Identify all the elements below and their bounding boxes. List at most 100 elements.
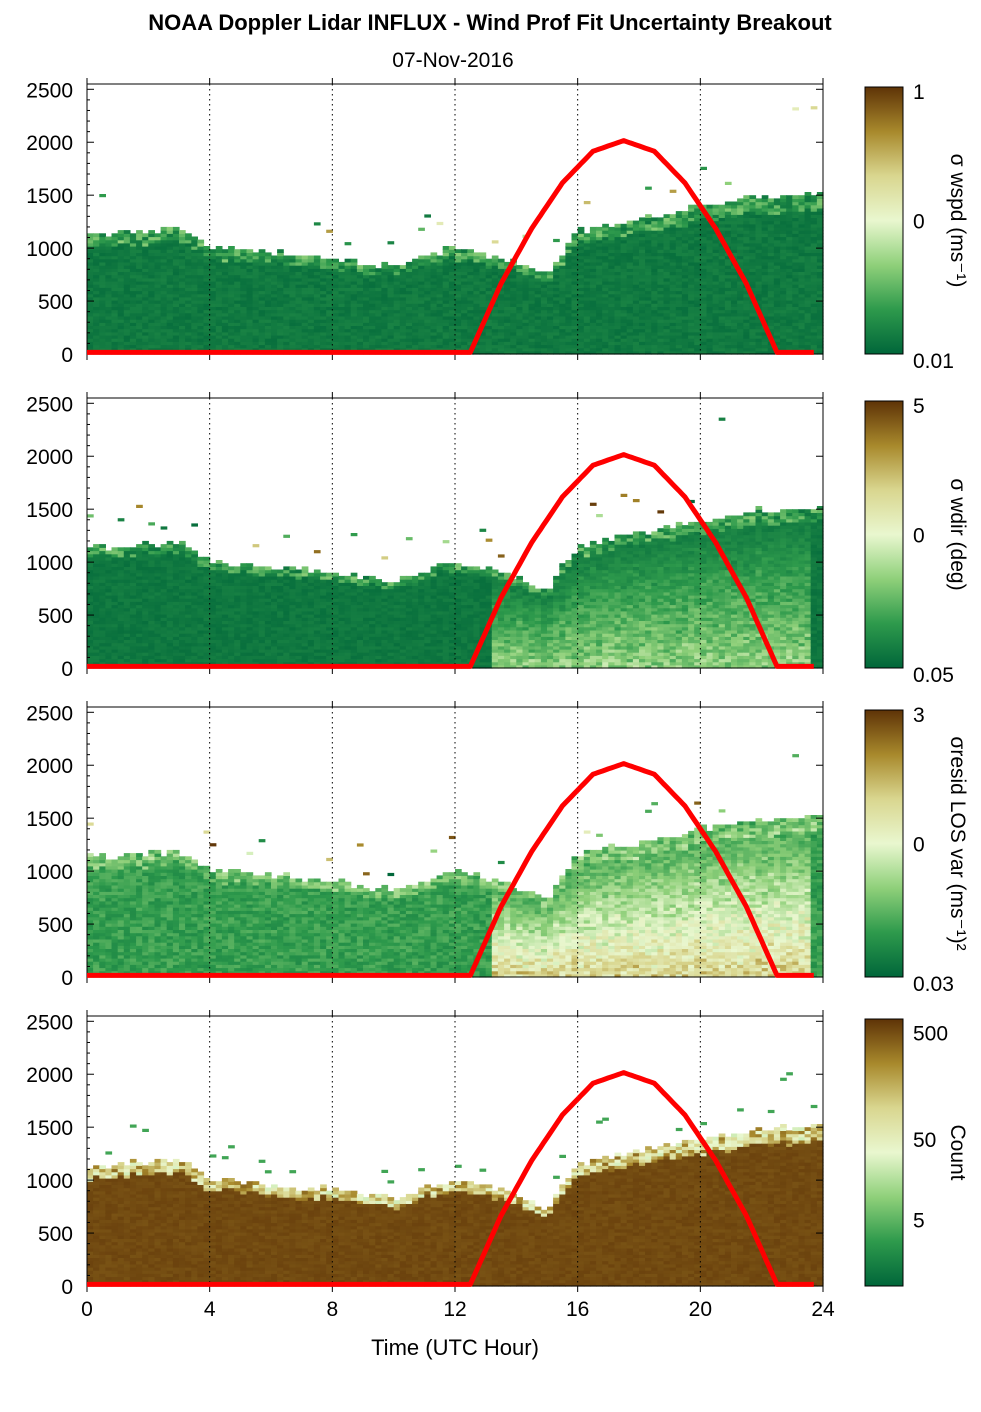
heatmap-cell: [363, 328, 370, 333]
heatmap-cell: [816, 255, 824, 260]
heatmap-cell: [798, 341, 806, 346]
heatmap-cell: [154, 300, 162, 304]
heatmap-cell: [154, 623, 162, 628]
heatmap-cell: [522, 296, 530, 301]
heatmap-cell: [105, 274, 113, 279]
heatmap-cell: [804, 252, 812, 257]
heatmap-cell: [510, 293, 517, 298]
heatmap-cell: [786, 271, 793, 276]
heatmap-cell: [448, 322, 456, 326]
heatmap-cell: [810, 293, 818, 298]
heatmap-cell: [87, 258, 94, 263]
heatmap-cell: [344, 258, 352, 263]
heatmap-cell: [639, 255, 646, 260]
heatmap-cell: [136, 347, 143, 352]
heatmap-cell: [436, 322, 444, 326]
heatmap-cell: [320, 334, 327, 339]
heatmap-cell: [264, 280, 272, 285]
heatmap-cell: [326, 300, 333, 304]
heatmap-cell: [295, 261, 303, 266]
heatmap-cell: [442, 315, 450, 320]
heatmap-cell: [442, 293, 450, 298]
heatmap-cell: [203, 258, 211, 263]
heatmap-cell: [577, 287, 585, 292]
heatmap-cell: [326, 274, 333, 279]
heatmap-cell: [166, 242, 174, 247]
heatmap-cell: [632, 258, 640, 263]
heatmap-cell: [786, 290, 793, 295]
heatmap-cell: [749, 309, 757, 314]
heatmap-cell: [111, 604, 119, 609]
heatmap-cell: [160, 265, 168, 269]
heatmap-cell: [111, 274, 119, 279]
heatmap-cell: [264, 277, 272, 282]
heatmap-cell: [87, 553, 94, 558]
heatmap-cell: [418, 341, 425, 346]
heatmap-cell: [675, 230, 683, 234]
heatmap-cell: [737, 201, 744, 206]
heatmap-cell: [430, 341, 438, 346]
heatmap-cell: [467, 300, 474, 304]
heatmap-cell: [154, 277, 162, 282]
heatmap-cell: [798, 214, 806, 218]
heatmap-cell: [749, 249, 757, 253]
heatmap-cell: [154, 591, 162, 596]
heatmap-cell: [93, 249, 100, 253]
heatmap-cell: [479, 284, 487, 288]
heatmap-cell: [142, 575, 149, 580]
heatmap-cell: [632, 255, 640, 260]
heatmap-cell: [645, 255, 652, 260]
heatmap-cell: [589, 306, 597, 311]
heatmap-cell: [657, 239, 665, 244]
heatmap-cell: [773, 328, 781, 333]
heatmap-cell: [773, 252, 781, 257]
heatmap-cell: [737, 233, 744, 238]
heatmap-cell: [743, 309, 750, 314]
heatmap-cell: [786, 341, 793, 346]
heatmap-cell: [731, 300, 738, 304]
heatmap-cell: [166, 268, 174, 272]
heatmap-cell: [510, 303, 517, 307]
heatmap-cell: [283, 331, 290, 336]
heatmap-cell: [761, 204, 769, 209]
heatmap-cell: [497, 309, 505, 314]
heatmap-cell: [301, 344, 309, 349]
heatmap-cell: [289, 293, 297, 298]
heatmap-cell: [669, 331, 677, 336]
heatmap-cell: [277, 344, 284, 349]
heatmap-cell: [467, 315, 474, 320]
heatmap-cell: [344, 296, 352, 301]
heatmap-cell: [148, 579, 155, 583]
heatmap-cell: [344, 347, 352, 352]
heatmap-cell: [442, 252, 450, 257]
heatmap-cell: [798, 284, 806, 288]
heatmap-cell: [283, 334, 290, 339]
heatmap-cell: [264, 300, 272, 304]
heatmap-cell: [706, 347, 714, 352]
heatmap-cell: [154, 236, 162, 241]
heatmap-cell: [123, 648, 131, 653]
heatmap-cell: [792, 325, 799, 330]
heatmap-cell: [430, 300, 438, 304]
heatmap-cell: [320, 284, 327, 288]
heatmap-cell: [583, 334, 591, 339]
heatmap-cell: [350, 331, 358, 336]
heatmap-cell: [479, 287, 487, 292]
heatmap-cell: [179, 328, 186, 333]
heatmap-cell: [93, 636, 100, 640]
heatmap-cell: [142, 566, 149, 571]
heatmap-cell: [320, 268, 327, 272]
heatmap-cell: [240, 255, 247, 260]
heatmap-cell: [93, 642, 100, 647]
heatmap-cell: [99, 585, 106, 590]
heatmap-cell: [129, 261, 137, 266]
heatmap-cell: [234, 328, 241, 333]
heatmap-cell: [639, 233, 646, 238]
heatmap-cell: [718, 328, 726, 333]
heatmap-cell: [209, 312, 217, 317]
heatmap-cell: [93, 569, 100, 574]
heatmap-cell: [577, 350, 585, 355]
heatmap-cell: [264, 312, 272, 317]
heatmap-cell: [504, 284, 511, 288]
heatmap-cell: [485, 268, 493, 272]
